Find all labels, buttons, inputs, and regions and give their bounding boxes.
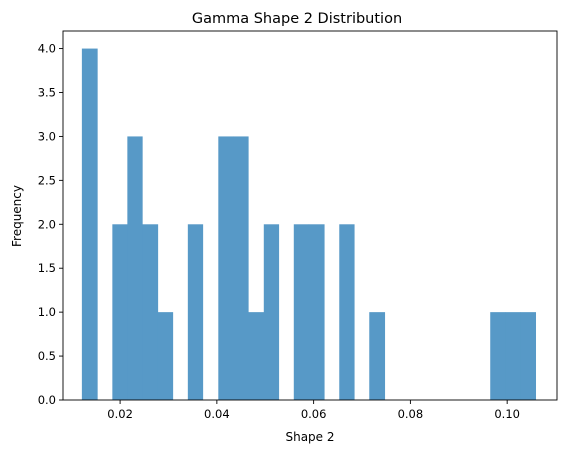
histogram-bar (293, 224, 310, 400)
histogram-bar (308, 224, 325, 400)
histogram-bar (142, 224, 159, 400)
y-tick-label: 3.5 (38, 86, 56, 100)
histogram-bar (339, 224, 355, 400)
x-axis-ticks: 0.02 0.04 0.06 0.08 0.10 (107, 400, 520, 421)
y-tick-label: 3.0 (38, 129, 56, 143)
y-tick-label: 1.0 (38, 305, 56, 319)
histogram-bar (505, 312, 522, 400)
histogram-bar (187, 224, 204, 400)
x-tick-label: 0.04 (204, 407, 230, 421)
y-tick-label: 0.0 (38, 393, 56, 407)
x-tick-label: 0.08 (398, 407, 424, 421)
y-tick-label: 2.5 (38, 173, 56, 187)
y-tick-label: 4.0 (38, 42, 56, 56)
histogram-bar (369, 312, 386, 400)
histogram-bar (218, 136, 234, 400)
chart-title: Gamma Shape 2 Distribution (192, 11, 402, 27)
histogram-bar (520, 312, 537, 400)
histogram-bar (233, 136, 249, 400)
histogram-bar (127, 136, 143, 400)
x-axis-label: Shape 2 (285, 430, 334, 444)
x-tick-label: 0.06 (301, 407, 327, 421)
x-tick-label: 0.10 (494, 407, 520, 421)
histogram-bar (157, 312, 174, 400)
y-axis-label: Frequency (10, 185, 24, 247)
histogram-bar (81, 48, 98, 400)
x-tick-label: 0.02 (107, 407, 133, 421)
histogram-bar (248, 312, 265, 400)
y-axis-ticks: 0.0 0.5 1.0 1.5 2.0 2.5 3.0 3.5 4.0 (38, 42, 63, 407)
plot-frame (62, 30, 558, 401)
histogram-bar (263, 224, 280, 400)
bars-layer (81, 48, 537, 400)
y-tick-label: 2.0 (38, 217, 56, 231)
y-tick-label: 0.5 (38, 349, 56, 363)
y-tick-label: 1.5 (38, 261, 56, 275)
histogram-bar (490, 312, 507, 400)
histogram-bar (112, 224, 128, 400)
